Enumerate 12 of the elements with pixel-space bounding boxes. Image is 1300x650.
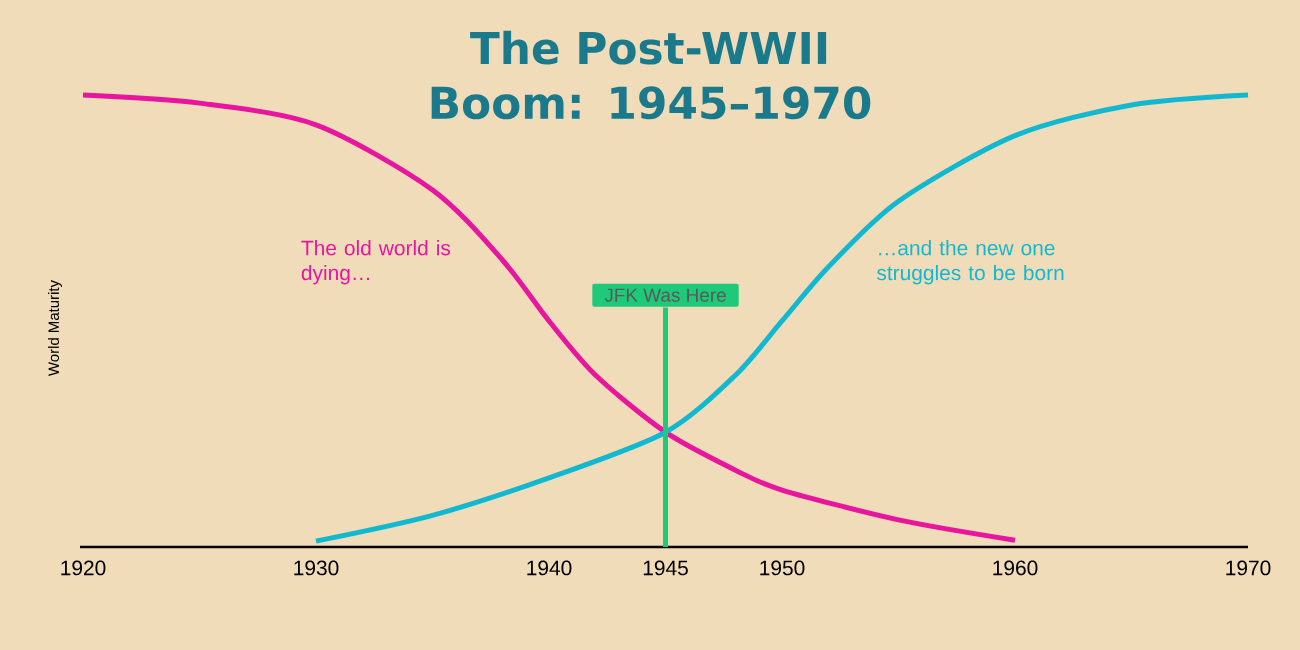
series-label: The old world is dying…: [301, 240, 451, 285]
x-tick-label: 1960: [993, 560, 1038, 576]
x-tick-label: 1970: [1226, 560, 1271, 576]
ref-line-label: JFK Was Here: [604, 288, 726, 302]
x-tick-label: 1920: [61, 560, 106, 576]
x-tick-label: 1945: [643, 560, 688, 576]
series-label: …and the new one struggles to be born: [876, 240, 1064, 285]
x-tick-label: 1950: [760, 560, 805, 576]
chart-title: The Post-WWII Boom: 1945–1970: [431, 30, 871, 120]
y-axis-title: World Maturity: [48, 280, 62, 376]
x-tick-label: 1930: [294, 560, 339, 576]
x-tick-label: 1940: [527, 560, 572, 576]
